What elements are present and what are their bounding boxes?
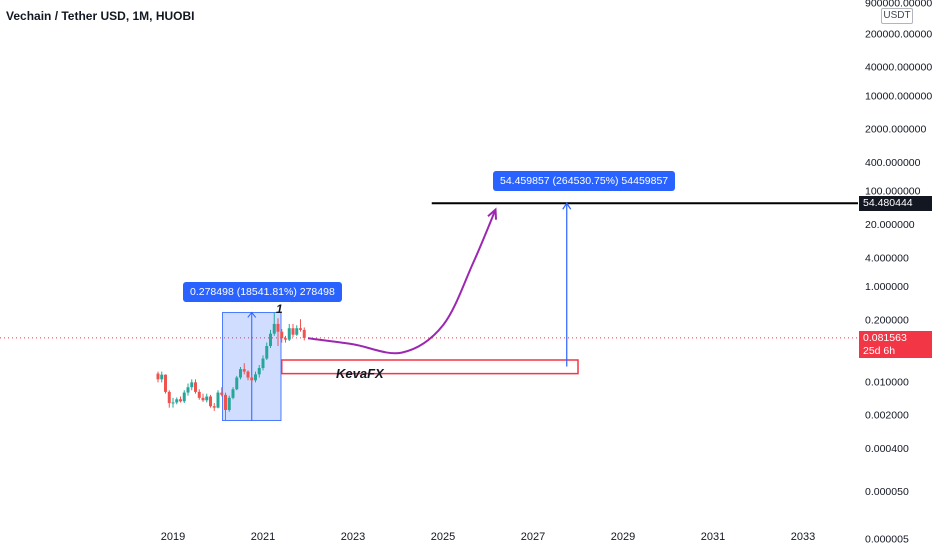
candle[interactable] [227,395,231,412]
y-tick-label: 100.000000 [865,186,921,198]
candle[interactable] [272,312,276,336]
y-tick-label: 900000.000000 [865,0,932,9]
candle[interactable] [261,355,265,371]
target-price-badge: 54.480444 [859,196,932,211]
candle[interactable] [164,374,167,394]
candle[interactable] [167,390,171,408]
candle[interactable] [220,387,224,397]
candle[interactable] [160,371,164,383]
x-tick-label: 2029 [611,531,635,543]
y-tick-label: 0.002000 [865,410,909,422]
x-tick-label: 2033 [791,531,815,543]
candle[interactable] [197,389,201,400]
currency-tag[interactable]: USDT [881,8,913,24]
measure-label-2: 54.459857 (264530.75%) 54459857 [493,171,676,191]
y-tick-label: 40000.000000 [865,62,932,74]
measure-1-arrowhead [247,311,257,318]
candle[interactable] [257,364,261,378]
candle[interactable] [269,329,272,348]
candle[interactable] [179,396,182,403]
y-tick-label: 10000.000000 [865,90,932,102]
candle[interactable] [194,379,197,394]
candle[interactable] [276,318,280,347]
x-tick-label: 2025 [431,531,455,543]
price-axis[interactable]: 900000.000000 200000.000000 40000.000000 10… [865,0,932,546]
candle[interactable] [182,390,186,404]
y-tick-label: 1.000000 [865,281,909,293]
y-tick-label: 20.000000 [865,219,915,231]
candle[interactable] [209,394,212,408]
x-tick-label: 2019 [161,531,185,543]
candle[interactable] [265,342,269,360]
time-axis[interactable]: 2019 2021 2023 2025 2027 2029 2031 2033 [161,531,815,543]
target-price-value: 54.480444 [863,197,913,209]
measure-2-arrowhead [562,202,572,210]
note-rect[interactable] [281,359,579,375]
candles [156,312,306,421]
x-tick-label: 2027 [521,531,545,543]
y-tick-label: 200000.000000 [865,28,932,40]
candle[interactable] [216,390,220,409]
candle[interactable] [235,375,239,391]
y-tick-label: 4.000000 [865,252,909,264]
x-tick-label: 2021 [251,531,275,543]
candle[interactable] [242,363,246,375]
projection-arrowhead [487,207,498,220]
y-tick-label: 400.000000 [865,157,921,169]
bar-countdown: 25d 6h [863,345,896,357]
x-tick-label: 2031 [701,531,725,543]
candle[interactable] [212,403,216,411]
current-price-badge: 0.081563 25d 6h [859,331,932,358]
candle[interactable] [250,375,254,383]
candle[interactable] [201,393,205,402]
projection-path[interactable] [307,207,498,355]
projection-curve[interactable] [307,209,497,355]
candle[interactable] [205,393,209,403]
current-price-value: 0.081563 [863,332,907,344]
candle[interactable] [224,392,227,421]
candle[interactable] [302,327,306,341]
note-box[interactable] [281,359,579,375]
candle[interactable] [239,366,242,380]
candle[interactable] [280,329,284,343]
measure-label-1: 0.278498 (18541.81%) 278498 [183,282,342,302]
candle[interactable] [186,383,190,396]
measure-range-1[interactable] [222,311,282,421]
y-tick-label: 0.000050 [865,486,909,498]
x-tick-label: 2023 [341,531,365,543]
candle[interactable] [156,371,160,383]
symbol-title: Vechain / Tether USD, 1M, HUOBI [6,9,195,23]
candle[interactable] [171,397,175,408]
candle[interactable] [246,370,250,381]
candle[interactable] [254,371,257,383]
wave-label: 1 [276,302,283,316]
candle[interactable] [190,379,194,391]
candle[interactable] [299,319,302,332]
y-tick-label: 2000.000000 [865,124,926,136]
measure-range-2[interactable] [562,202,572,367]
candle[interactable] [284,335,287,343]
candle[interactable] [231,387,235,400]
candle[interactable] [175,397,179,405]
candle[interactable] [287,323,291,342]
y-tick-label: 0.000400 [865,443,909,455]
candle[interactable] [291,323,295,338]
candle[interactable] [295,325,299,336]
note-text: KevaFX [336,366,384,381]
y-tick-label: 0.200000 [865,314,909,326]
y-tick-label: 0.000005 [865,534,909,546]
y-tick-label: 0.010000 [865,376,909,388]
